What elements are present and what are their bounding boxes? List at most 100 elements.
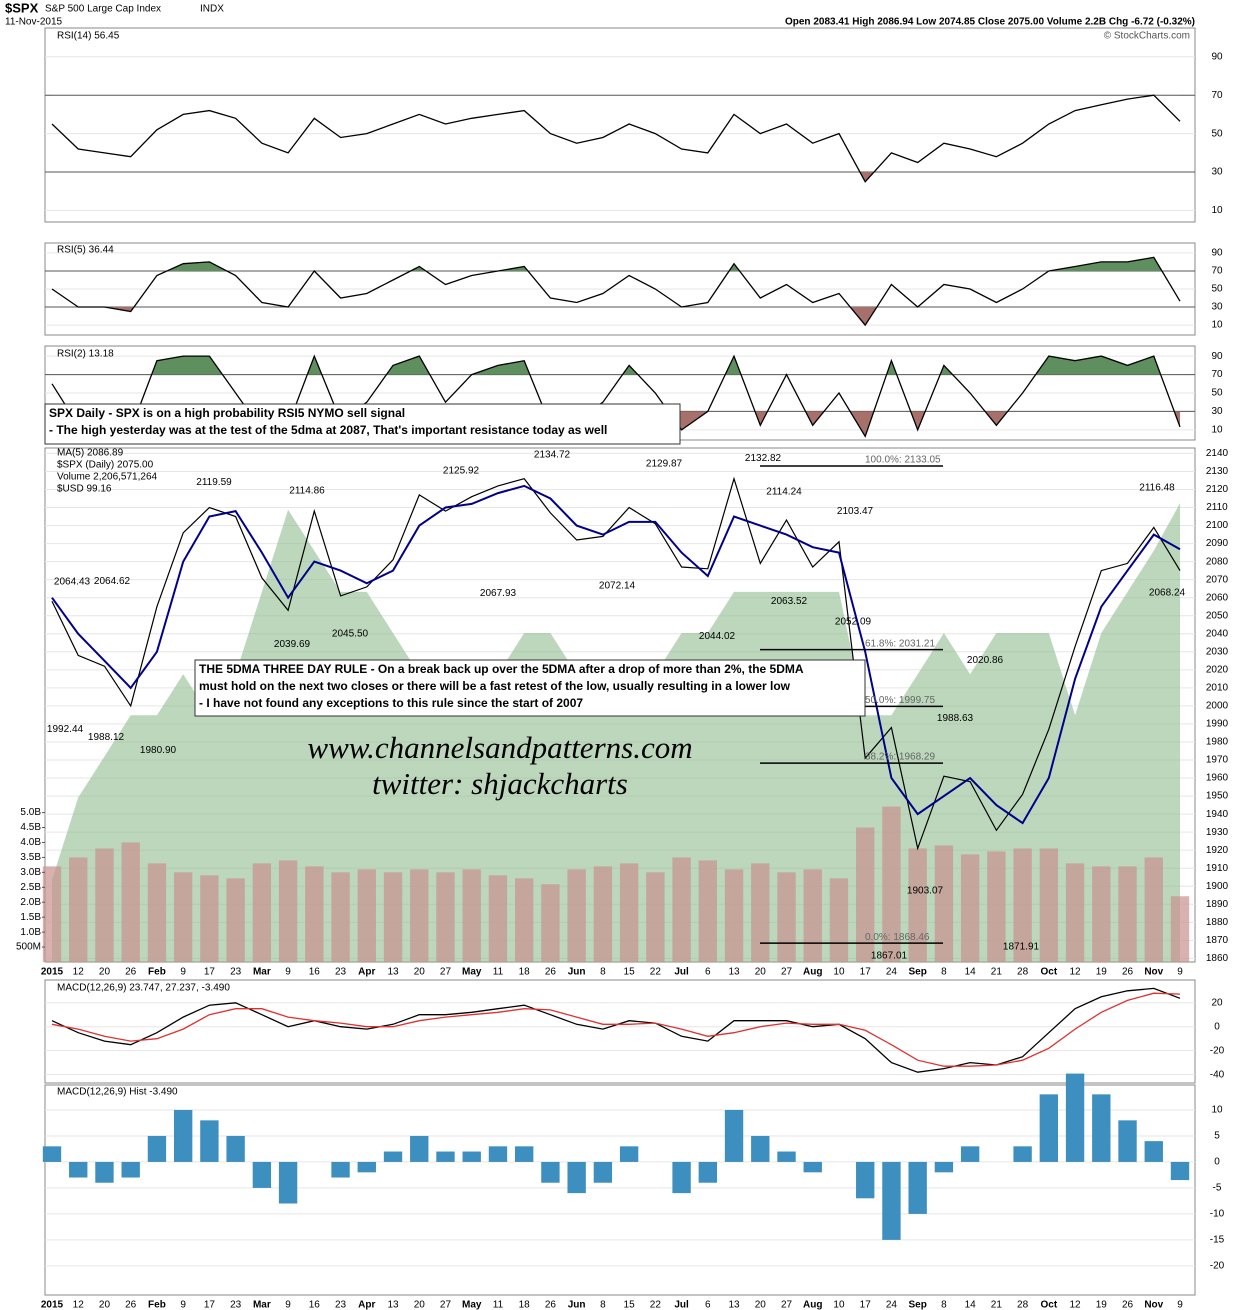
x-tick-label: 27 — [781, 967, 793, 978]
x-tick-label: 2015 — [41, 967, 64, 978]
y-tick-label: 2010 — [1206, 683, 1229, 694]
x-tick-label: 20 — [414, 967, 426, 978]
x-tick-label: 14 — [965, 967, 977, 978]
x-tick-label: 28 — [1017, 1300, 1029, 1310]
volume-tick-label: 2.0B — [20, 897, 41, 908]
volume-bar — [934, 845, 954, 962]
website: www.channelsandpatterns.com — [307, 730, 692, 765]
volume-bar — [1144, 857, 1163, 962]
volume-tick-label: 1.5B — [20, 912, 41, 923]
volume-bar — [305, 866, 324, 962]
y-tick-label: 2040 — [1206, 628, 1229, 639]
x-tick-label: 13 — [387, 967, 399, 978]
x-tick-label: 9 — [1177, 967, 1183, 978]
price-label: 2039.69 — [274, 639, 311, 650]
x-tick-label: 20 — [755, 1300, 767, 1310]
x-tick-label: Apr — [358, 1300, 375, 1310]
x-tick-label: 24 — [886, 1300, 898, 1310]
x-tick-label: Apr — [358, 967, 375, 978]
hist-bar — [278, 1161, 298, 1204]
y-tick-label: 1890 — [1206, 899, 1229, 910]
volume-bar — [383, 872, 403, 962]
y-tick-label: 1860 — [1206, 953, 1229, 964]
x-tick-label: 11 — [493, 1300, 504, 1310]
y-tick-label: 1980 — [1206, 737, 1229, 748]
volume-bar — [278, 860, 298, 962]
volume-bar — [1170, 896, 1190, 962]
note-box — [44, 403, 681, 445]
price-label: 1988.63 — [937, 713, 974, 724]
price-label: 2063.52 — [771, 596, 808, 607]
x-tick-label: Feb — [148, 967, 166, 978]
price-label: 2045.50 — [332, 628, 369, 639]
volume-bar — [515, 878, 534, 962]
y-tick-label: 1970 — [1206, 755, 1229, 766]
hist-bar — [252, 1161, 272, 1188]
x-tick-label: 26 — [1122, 967, 1134, 978]
x-tick-label: 9 — [1177, 1300, 1183, 1310]
x-tick-label: 12 — [1070, 1300, 1082, 1310]
x-tick-label: 27 — [440, 1300, 452, 1310]
copyright: © StockCharts.com — [1104, 31, 1190, 42]
x-tick-label: Sep — [909, 967, 927, 978]
x-tick-label: 20 — [99, 1300, 111, 1310]
hist-bar — [95, 1161, 114, 1183]
series-line — [51, 256, 1181, 327]
series-line — [51, 484, 1181, 825]
note-text: - The high yesterday was at the test of … — [49, 423, 607, 437]
x-tick-label: 13 — [728, 1300, 740, 1310]
y-tick-label: 2110 — [1206, 502, 1228, 513]
legend-label: MACD(12,26,9) 23.747, 27.237, -3.490 — [57, 983, 230, 994]
price-label: 1867.01 — [871, 950, 908, 961]
price-label: 2103.47 — [837, 506, 874, 517]
x-tick-label: Aug — [803, 1300, 822, 1310]
hist-bar — [1092, 1094, 1111, 1162]
y-tick-label: 5 — [1214, 1131, 1220, 1142]
x-tick-label: Jun — [568, 1300, 586, 1310]
x-tick-label: 10 — [833, 1300, 845, 1310]
y-tick-label: 2100 — [1206, 520, 1229, 531]
hist-bar — [200, 1120, 219, 1162]
fib-label: 0.0%: 1868.46 — [865, 932, 930, 943]
oversold-fill — [859, 172, 874, 182]
volume-bar — [147, 863, 167, 962]
y-tick-label: 2090 — [1206, 538, 1229, 549]
x-tick-label: Nov — [1144, 1300, 1163, 1310]
hist-bar — [882, 1161, 901, 1240]
fib-label: 50.0%: 1999.75 — [865, 695, 935, 706]
y-tick-label: 2030 — [1206, 646, 1229, 657]
x-tick-label: Nov — [1144, 967, 1163, 978]
price-label: 1903.07 — [907, 885, 944, 896]
x-tick-label: 26 — [1122, 1300, 1134, 1310]
volume-tick-label: 5.0B — [20, 807, 41, 818]
note-text: must hold on the next two closes or ther… — [199, 679, 791, 693]
volume-bar — [69, 857, 88, 962]
y-tick-label: 2080 — [1206, 556, 1229, 567]
volume-bar — [1092, 866, 1111, 962]
volume-tick-label: 500M — [16, 942, 41, 953]
x-tick-label: 16 — [309, 967, 321, 978]
y-tick-label: -40 — [1210, 1069, 1225, 1080]
x-tick-label: 17 — [860, 1300, 872, 1310]
y-tick-label: 2070 — [1206, 574, 1229, 585]
hist-bar — [410, 1135, 429, 1162]
series-line — [51, 354, 1181, 438]
volume-bar — [95, 848, 114, 962]
y-tick-label: -20 — [1210, 1045, 1225, 1056]
x-tick-label: 17 — [204, 967, 216, 978]
hist-bar — [908, 1161, 927, 1214]
x-tick-label: 23 — [335, 967, 347, 978]
fib-label: 61.8%: 2031.21 — [865, 638, 935, 649]
y-tick-label: 90 — [1211, 351, 1223, 362]
x-tick-label: 9 — [285, 1300, 291, 1310]
y-tick-label: 1930 — [1206, 827, 1229, 838]
x-tick-label: 6 — [705, 1300, 711, 1310]
legend-label: MA(5) 2086.89 — [57, 448, 124, 459]
price-label: 2116.48 — [1139, 482, 1175, 493]
volume-tick-label: 2.5B — [20, 882, 41, 893]
date: 11-Nov-2015 — [5, 17, 63, 28]
volume-bar — [1118, 866, 1137, 962]
note-text: SPX Daily - SPX is on a high probability… — [49, 406, 405, 420]
volume-bar — [908, 848, 927, 962]
volume-bar — [619, 863, 639, 962]
